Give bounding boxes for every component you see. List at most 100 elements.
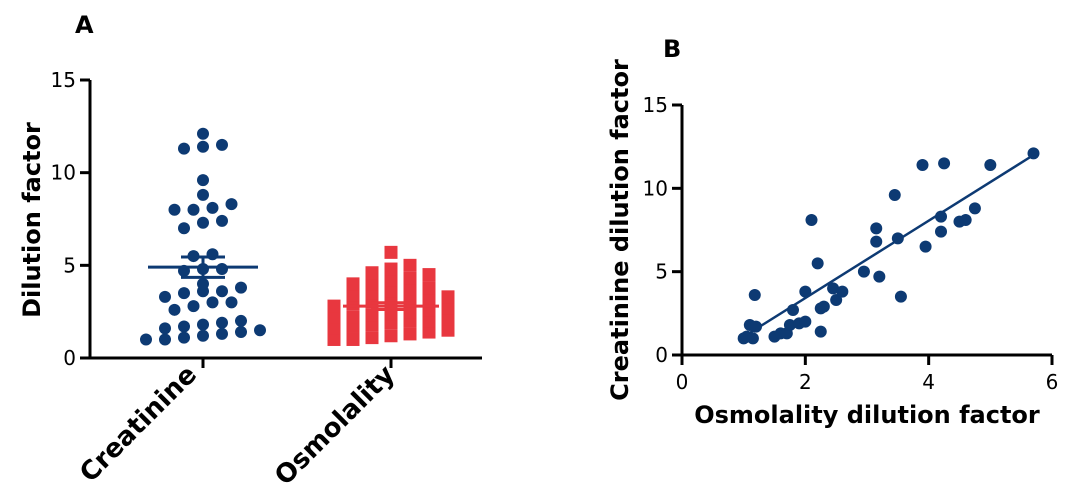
scatter-point [805, 214, 818, 226]
panel-b-x-tick-label: 2 [799, 370, 812, 394]
scatter-point [938, 157, 951, 170]
osmolality-point [403, 282, 417, 296]
osmolality-point [327, 332, 341, 346]
creatinine-point [187, 203, 200, 216]
osmolality-point [441, 301, 455, 315]
scatter-point [783, 319, 796, 331]
panel-b-y-ticks: 0 5 10 15 [643, 93, 682, 367]
scatter-point [984, 159, 997, 171]
panel-a-y-tick-label: 0 [63, 346, 76, 370]
category-label-creatinine: Creatinine [74, 360, 203, 489]
panel-a-y-ticks: 0 5 10 15 [51, 68, 90, 370]
creatinine-point [197, 216, 209, 229]
panel-a-y-tick-label: 15 [51, 68, 76, 92]
scatter-point [836, 285, 849, 298]
osmolality-point [346, 277, 360, 291]
osmolality-point [441, 323, 455, 337]
scatter-point [919, 240, 932, 253]
creatinine-point [216, 316, 228, 329]
creatinine-point [197, 188, 209, 201]
scatter-point [1027, 147, 1040, 160]
creatinine-point [216, 263, 228, 276]
panel-b-y-tick-label: 5 [655, 260, 668, 284]
creatinine-point [178, 222, 190, 235]
creatinine-point [235, 314, 247, 327]
creatinine-point [206, 296, 219, 309]
scatter-point [935, 225, 947, 238]
scatter-point [817, 300, 830, 313]
scatter-point [873, 270, 886, 283]
scatter-point [870, 235, 883, 248]
creatinine-point [178, 320, 190, 333]
creatinine-point [197, 277, 209, 290]
scatter-point [746, 332, 759, 345]
creatinine-point [197, 174, 209, 187]
creatinine-point [178, 287, 190, 300]
osmolality-point [365, 331, 379, 345]
panel-b-y-tick-label: 0 [655, 343, 668, 367]
scatter-point [827, 282, 840, 295]
osmolality-point [422, 268, 436, 282]
creatinine-point [159, 333, 171, 346]
creatinine-point [197, 127, 209, 140]
panel-b: B 0 5 10 15 0 2 4 6 Osmolality dilution factor… [606, 35, 1058, 429]
creatinine-point [197, 140, 209, 153]
creatinine-point [197, 318, 209, 331]
creatinine-point [216, 138, 228, 151]
panel-b-y-axis-label: Creatinine dilution factor [606, 59, 634, 401]
scatter-point [814, 325, 827, 338]
panel-b-y-tick-label: 15 [643, 93, 668, 117]
osmolality-point [422, 314, 436, 328]
creatinine-point [225, 198, 238, 211]
panel-a-mean-sem [148, 255, 439, 311]
creatinine-point [197, 329, 209, 342]
osmolality-point [403, 258, 417, 272]
osmolality-point [422, 281, 436, 295]
creatinine-point [225, 296, 238, 309]
scatter-point [811, 257, 824, 270]
osmolality-point [422, 292, 436, 306]
osmolality-point [441, 290, 455, 304]
panel-b-points [737, 147, 1040, 345]
panel-b-x-ticks: 0 2 4 6 [676, 355, 1058, 394]
scatter-point [799, 285, 812, 298]
scatter-point [787, 304, 799, 316]
creatinine-point [159, 290, 171, 303]
osmolality-point [327, 310, 341, 324]
scatter-point [916, 159, 929, 171]
scatter-point [748, 289, 761, 301]
creatinine-point [206, 201, 219, 214]
panel-a: A 0 5 10 15 Dilution factor Creatinine Osmo… [18, 11, 482, 491]
panel-a-y-tick-label: 5 [63, 253, 76, 277]
scatter-point [935, 210, 947, 223]
osmolality-point [365, 277, 379, 291]
panel-b-x-tick-label: 0 [676, 370, 689, 394]
scatter-point [894, 290, 907, 303]
creatinine-point [140, 333, 152, 346]
scatter-point [870, 222, 883, 235]
creatinine-point [216, 285, 228, 298]
osmolality-point [384, 329, 398, 343]
panel-a-points [140, 127, 455, 346]
panel-a-y-axis-label: Dilution factor [18, 122, 46, 318]
osmolality-point [346, 332, 360, 346]
osmolality-point [365, 266, 379, 280]
creatinine-point [216, 214, 228, 227]
osmolality-point [346, 310, 360, 324]
scatter-point [888, 189, 901, 201]
osmolality-point [327, 321, 341, 335]
creatinine-point [187, 300, 200, 313]
osmolality-point [422, 325, 436, 339]
osmolality-point [384, 262, 398, 276]
osmolality-point [403, 327, 417, 341]
creatinine-point [235, 326, 247, 339]
creatinine-point [235, 281, 247, 294]
creatinine-point [178, 331, 190, 344]
osmolality-point [403, 271, 417, 285]
osmolality-point [327, 299, 341, 313]
creatinine-point [254, 324, 266, 337]
scatter-point [830, 294, 843, 306]
osmolality-point [441, 312, 455, 326]
category-label-osmolality: Osmolality [269, 360, 401, 492]
scatter-point [799, 315, 812, 328]
